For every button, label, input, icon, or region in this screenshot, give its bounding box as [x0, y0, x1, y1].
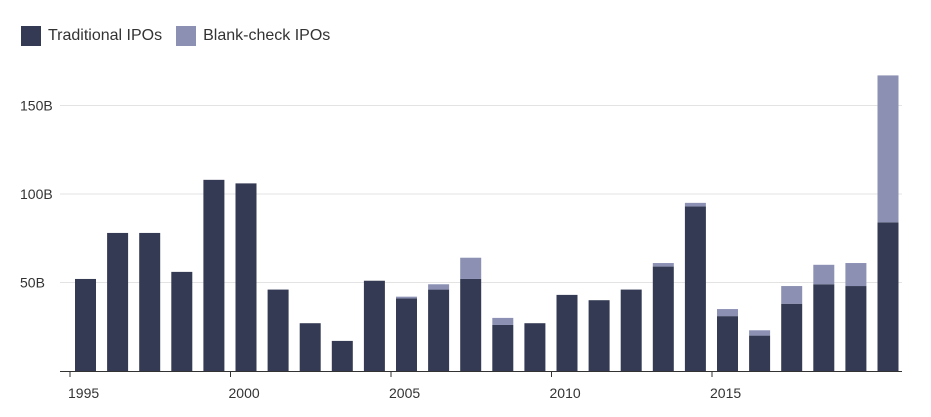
legend-label-blank-check: Blank-check IPOs: [203, 27, 331, 44]
bar-traditional-1996[interactable]: [107, 232, 129, 371]
bar-traditional-2013[interactable]: [652, 266, 674, 371]
bar-traditional-2009[interactable]: [524, 323, 546, 371]
bar-traditional-2001[interactable]: [267, 289, 289, 371]
bar-traditional-2004[interactable]: [363, 280, 385, 371]
bars: [75, 75, 899, 371]
bar-traditional-2002[interactable]: [299, 323, 321, 371]
bar-blank-check-2019[interactable]: [845, 263, 867, 287]
x-tick-label: 2010: [550, 385, 581, 401]
bar-traditional-2011[interactable]: [588, 300, 610, 371]
bar-blank-check-2020[interactable]: [877, 75, 899, 223]
bar-blank-check-2017[interactable]: [781, 286, 803, 304]
x-tick-label: 2005: [389, 385, 420, 401]
axes: 50B 100B 150B 1995 2000 2005 2010 2015: [20, 98, 902, 401]
bar-blank-check-2007[interactable]: [460, 257, 482, 279]
bar-traditional-2017[interactable]: [781, 303, 803, 371]
bar-traditional-1997[interactable]: [139, 232, 161, 371]
chart-legend: Traditional IPOs Blank-check IPOs: [21, 26, 344, 46]
y-tick-label: 150B: [20, 98, 53, 114]
bar-traditional-2008[interactable]: [492, 324, 514, 371]
bar-traditional-2015[interactable]: [717, 316, 738, 371]
bar-blank-check-2014[interactable]: [684, 202, 706, 207]
bar-blank-check-2006[interactable]: [428, 284, 450, 290]
bar-traditional-1998[interactable]: [171, 271, 193, 371]
legend-swatch-blank-check: [176, 26, 197, 46]
bar-blank-check-2008[interactable]: [492, 317, 514, 325]
bar-blank-check-2005[interactable]: [396, 296, 417, 299]
bar-blank-check-2015[interactable]: [717, 309, 738, 317]
legend-label-traditional: Traditional IPOs: [48, 27, 163, 44]
bar-traditional-1995[interactable]: [75, 278, 96, 371]
bar-traditional-2018[interactable]: [813, 284, 835, 371]
bar-traditional-2020[interactable]: [877, 222, 899, 371]
legend-item-blank-check[interactable]: Blank-check IPOs: [176, 26, 330, 46]
bar-traditional-2005[interactable]: [396, 298, 417, 371]
bar-blank-check-2016[interactable]: [749, 330, 771, 336]
bar-traditional-2007[interactable]: [460, 278, 482, 371]
x-tick-label: 2000: [229, 385, 260, 401]
legend-item-traditional[interactable]: Traditional IPOs: [21, 26, 162, 46]
x-tick-label: 1995: [68, 385, 99, 401]
bar-traditional-2000[interactable]: [235, 183, 257, 371]
bar-traditional-2014[interactable]: [684, 206, 706, 371]
bar-traditional-2016[interactable]: [749, 335, 771, 371]
bar-traditional-2003[interactable]: [331, 340, 353, 371]
bar-traditional-2006[interactable]: [428, 289, 450, 371]
bar-traditional-1999[interactable]: [203, 179, 225, 371]
bar-traditional-2012[interactable]: [620, 289, 642, 371]
bar-traditional-2010[interactable]: [556, 294, 578, 371]
bar-blank-check-2018[interactable]: [813, 264, 835, 285]
x-tick-label: 2015: [710, 385, 741, 401]
y-tick-label: 50B: [20, 275, 45, 291]
bar-traditional-2019[interactable]: [845, 286, 867, 371]
grid-lines: [60, 105, 902, 283]
legend-swatch-traditional: [21, 26, 41, 46]
y-tick-label: 100B: [20, 186, 53, 202]
bar-blank-check-2013[interactable]: [652, 263, 674, 267]
